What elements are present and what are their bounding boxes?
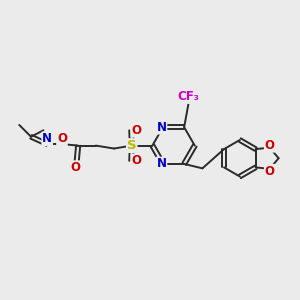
Text: O: O: [70, 161, 80, 174]
Text: O: O: [265, 139, 275, 152]
Text: O: O: [57, 132, 67, 145]
Text: CF₃: CF₃: [178, 90, 200, 103]
Text: N: N: [157, 121, 166, 134]
Text: N: N: [157, 158, 166, 170]
Text: O: O: [265, 165, 275, 178]
Text: N: N: [42, 132, 52, 145]
Text: O: O: [131, 124, 142, 137]
Text: O: O: [131, 154, 142, 167]
Text: S: S: [127, 139, 136, 152]
